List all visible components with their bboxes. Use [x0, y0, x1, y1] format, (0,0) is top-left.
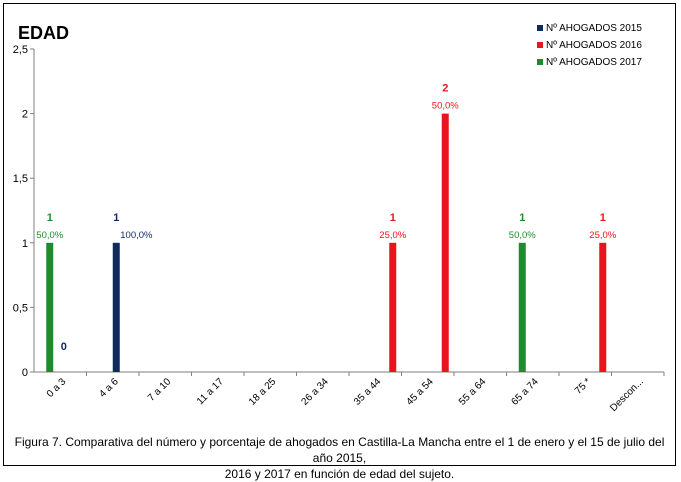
bar-1-6: [389, 242, 397, 372]
bar-0-1: [112, 242, 120, 372]
x-tick-label: 11 a 17: [195, 376, 226, 407]
x-tick-label: 26 a 34: [299, 376, 331, 408]
bar-value-label: 1: [519, 212, 525, 224]
bar-value-label: 1: [47, 212, 53, 224]
chart-title: EDAD: [18, 23, 69, 43]
x-tick-label: Descon...: [608, 376, 646, 414]
bar-value-label: 0: [61, 341, 67, 353]
x-tick-label: 65 a 74: [509, 376, 541, 408]
bar-2-9: [518, 242, 526, 372]
bar-percent-label: 25,0%: [589, 230, 616, 241]
bar-percent-label: 25,0%: [379, 230, 406, 241]
legend-label-1: Nº AHOGADOS 2016: [546, 40, 642, 51]
x-tick-label: 4 a 6: [97, 376, 121, 400]
x-tick-label: 75 *: [573, 376, 593, 396]
bar-1-7: [441, 113, 449, 372]
bar-value-label: 1: [113, 212, 119, 224]
y-tick-label: 1: [22, 238, 28, 250]
legend-swatch-0: [537, 25, 543, 31]
x-tick-label: 55 a 64: [457, 376, 489, 408]
y-tick-label: 2: [22, 109, 28, 121]
legend-label-0: Nº AHOGADOS 2015: [546, 23, 642, 34]
bar-value-label: 1: [390, 212, 396, 224]
y-tick-label: 2,5: [13, 44, 28, 56]
bar-chart: EDAD 0 0,5 1 1,5 2 2,5 0 a 3 4 a 6 7 a 10 11 a 17 1…: [13, 23, 665, 414]
x-tick-label: 7 a 10: [146, 376, 174, 404]
x-tick-label: 45 a 54: [404, 376, 436, 408]
y-tick-label: 0: [22, 367, 28, 379]
legend-label-2: Nº AHOGADOS 2017: [546, 57, 642, 68]
caption-line-2: 2016 y 2017 en función de edad del sujet…: [224, 467, 455, 481]
figure-caption: Figura 7. Comparativa del número y porce…: [14, 434, 665, 482]
bar-percent-label: 50,0%: [36, 230, 63, 241]
bar-percent-label: 100,0%: [120, 230, 153, 241]
legend-swatch-1: [537, 42, 543, 48]
bar-2-0: [46, 242, 54, 372]
bar-value-label: 2: [442, 83, 448, 95]
x-tick-label: 18 a 25: [247, 376, 279, 408]
bar-percent-label: 50,0%: [509, 230, 536, 241]
caption-line-1: Figura 7. Comparativa del número y porce…: [14, 435, 665, 465]
figure-frame: EDAD 0 0,5 1 1,5 2 2,5 0 a 3 4 a 6 7 a 10 11 a 17 1…: [3, 3, 676, 481]
bar-percent-label: 50,0%: [432, 101, 459, 112]
x-tick-label: 0 a 3: [45, 376, 69, 400]
legend-swatch-2: [537, 59, 543, 65]
y-tick-label: 1,5: [13, 173, 28, 185]
y-tick-label: 0,5: [13, 302, 28, 314]
bar-value-label: 1: [600, 212, 606, 224]
x-tick-label: 35 a 44: [352, 376, 384, 408]
bar-1-10: [599, 242, 607, 372]
